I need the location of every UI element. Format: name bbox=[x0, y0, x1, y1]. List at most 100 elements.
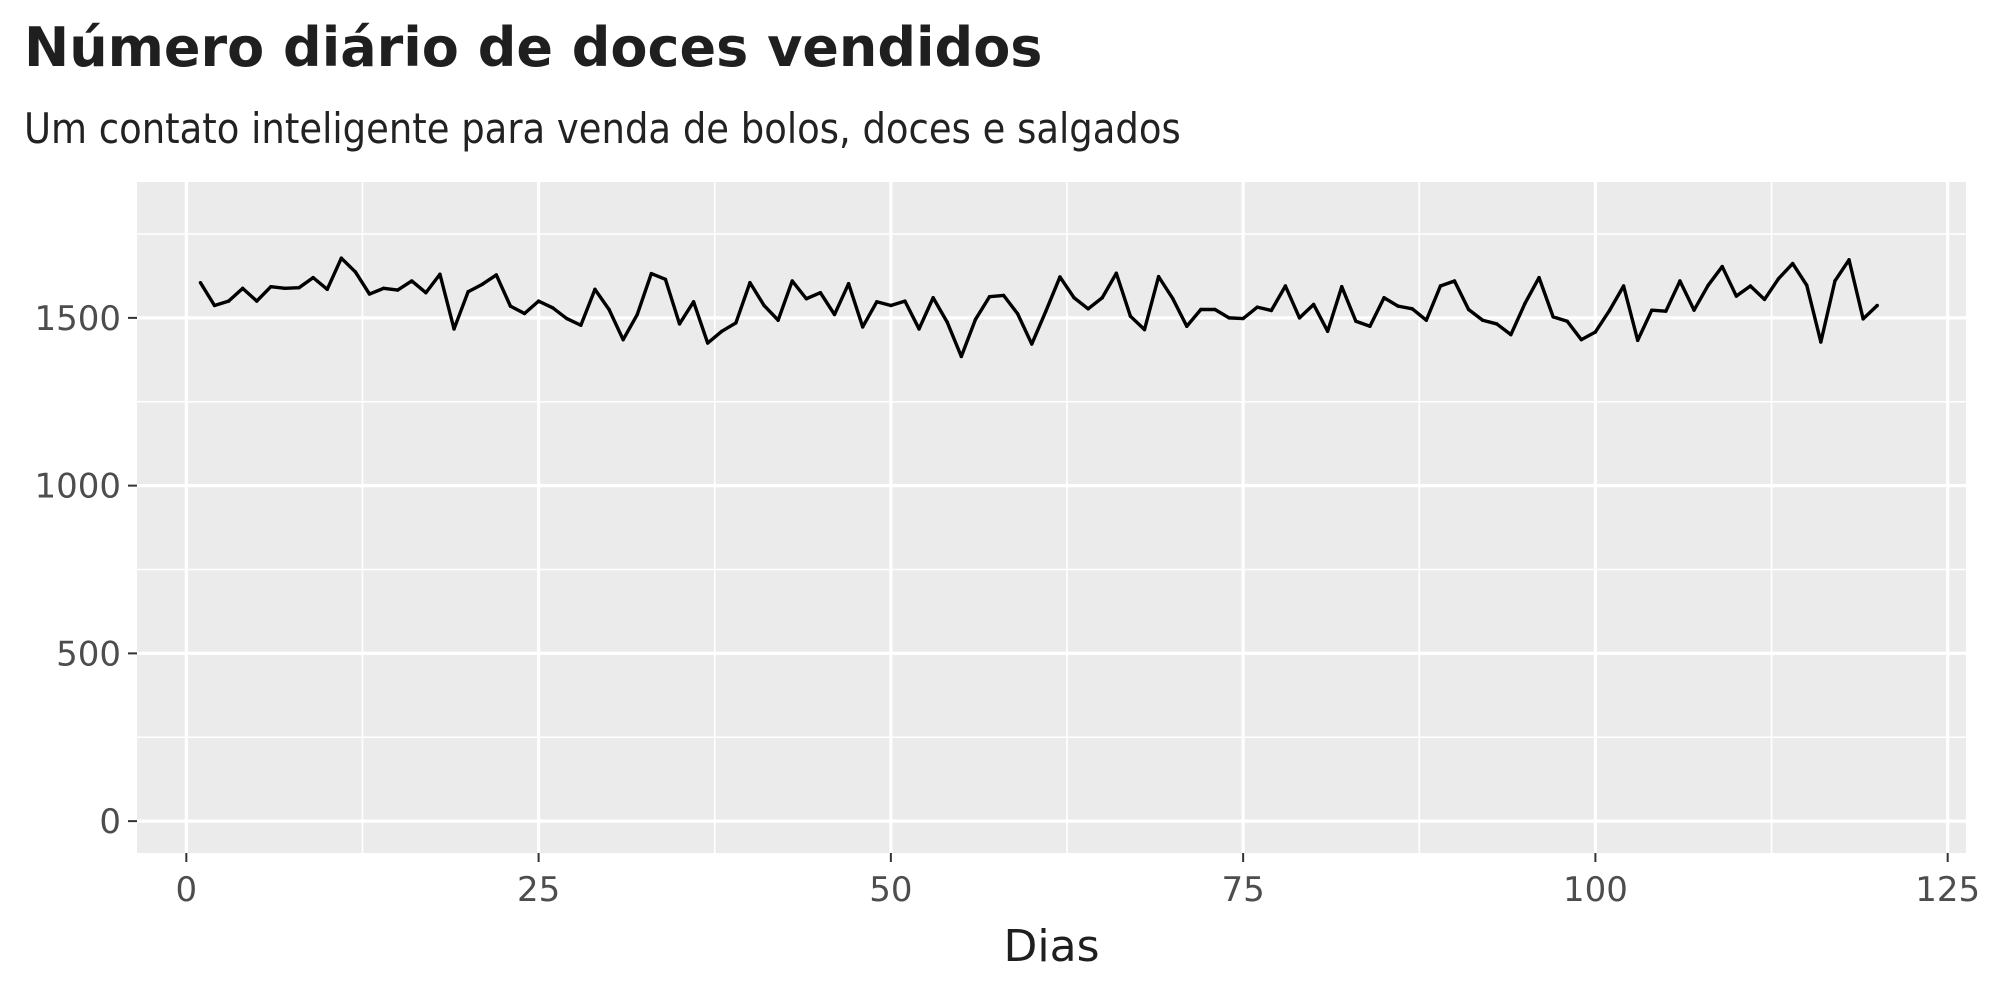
data-points bbox=[198, 256, 1879, 359]
minor-grid-lines bbox=[137, 182, 1966, 853]
y-tick-label: 1500 bbox=[34, 299, 121, 339]
data-point bbox=[1593, 330, 1598, 334]
data-point bbox=[818, 291, 823, 295]
data-point bbox=[903, 299, 907, 303]
chart-subtitle: Um contato inteligente para venda de bol… bbox=[24, 104, 1181, 153]
chart-title: Número diário de doces vendidos bbox=[24, 16, 1043, 79]
data-point bbox=[1058, 275, 1062, 279]
data-point bbox=[198, 280, 203, 285]
data-point bbox=[1762, 297, 1767, 302]
data-point bbox=[635, 312, 639, 317]
data-point bbox=[762, 303, 766, 308]
data-point bbox=[1734, 294, 1739, 298]
data-point bbox=[734, 321, 738, 325]
data-point bbox=[494, 273, 499, 277]
data-point bbox=[1269, 308, 1274, 313]
data-point bbox=[452, 327, 456, 331]
data-point bbox=[339, 256, 344, 260]
x-tick-label: 100 bbox=[1563, 870, 1628, 910]
data-point bbox=[255, 299, 259, 303]
data-point bbox=[1466, 307, 1471, 312]
data-point bbox=[1368, 324, 1372, 328]
data-point bbox=[1565, 319, 1569, 323]
data-point bbox=[536, 299, 541, 303]
x-tick-label: 0 bbox=[175, 870, 197, 910]
data-point bbox=[1875, 303, 1879, 308]
data-point bbox=[1847, 258, 1851, 262]
data-point bbox=[1015, 312, 1020, 316]
data-point bbox=[579, 323, 583, 327]
data-point bbox=[424, 291, 428, 295]
data-point bbox=[395, 288, 400, 292]
data-point bbox=[804, 297, 809, 301]
data-point bbox=[663, 277, 668, 281]
data-point bbox=[367, 292, 372, 296]
data-point bbox=[832, 312, 837, 317]
data-point bbox=[1227, 316, 1231, 320]
x-tick-label: 50 bbox=[869, 870, 912, 910]
data-point bbox=[1086, 307, 1090, 311]
data-point bbox=[1509, 332, 1513, 337]
data-point bbox=[1382, 296, 1386, 300]
data-point bbox=[987, 295, 992, 299]
data-point bbox=[691, 300, 696, 304]
data-point bbox=[1706, 283, 1710, 288]
data-point bbox=[1495, 322, 1499, 326]
data-point bbox=[1551, 315, 1555, 319]
data-point bbox=[269, 284, 273, 289]
y-tick-label: 0 bbox=[99, 802, 121, 842]
data-point bbox=[1255, 305, 1259, 309]
data-point bbox=[1297, 316, 1302, 320]
data-point bbox=[1128, 314, 1133, 318]
y-axis: 0 500 1000 1500 bbox=[34, 299, 137, 842]
data-point bbox=[790, 279, 794, 283]
data-point bbox=[508, 304, 513, 308]
data-point bbox=[1396, 304, 1400, 308]
data-point bbox=[1114, 271, 1119, 275]
data-point bbox=[1170, 296, 1175, 301]
x-axis-title: Dias bbox=[1004, 921, 1100, 972]
data-point bbox=[1424, 318, 1429, 322]
data-point bbox=[1325, 329, 1330, 333]
series-line bbox=[198, 256, 1879, 359]
data-point bbox=[1692, 308, 1696, 312]
data-point bbox=[212, 303, 217, 308]
data-point bbox=[550, 306, 555, 310]
data-point bbox=[889, 303, 893, 308]
data-point bbox=[846, 281, 851, 286]
data-point bbox=[607, 307, 611, 312]
data-point bbox=[226, 299, 231, 303]
data-point bbox=[1100, 296, 1104, 300]
data-point bbox=[720, 329, 724, 333]
data-point bbox=[1030, 342, 1034, 346]
data-point bbox=[1452, 279, 1457, 283]
data-point bbox=[1579, 337, 1584, 342]
data-point bbox=[1805, 283, 1809, 288]
data-point bbox=[1340, 284, 1344, 289]
data-point bbox=[875, 300, 879, 304]
data-point bbox=[1213, 307, 1217, 312]
data-point bbox=[1241, 316, 1245, 321]
data-point bbox=[959, 354, 964, 359]
data-point bbox=[1790, 261, 1795, 266]
data-point bbox=[1044, 309, 1048, 313]
data-point bbox=[353, 270, 358, 274]
y-tick-label: 500 bbox=[56, 634, 121, 674]
data-point bbox=[1748, 284, 1753, 288]
data-point bbox=[1199, 307, 1203, 312]
data-point bbox=[860, 325, 865, 329]
data-point bbox=[931, 296, 935, 300]
data-point bbox=[1480, 318, 1485, 322]
data-point bbox=[1861, 317, 1865, 321]
data-point bbox=[466, 290, 470, 294]
data-point bbox=[325, 287, 329, 292]
data-point bbox=[1720, 264, 1724, 269]
data-point bbox=[945, 320, 949, 324]
x-tick-label: 125 bbox=[1915, 870, 1980, 910]
data-point bbox=[522, 311, 527, 316]
major-grid-lines bbox=[137, 182, 1966, 853]
data-point bbox=[1833, 279, 1837, 283]
x-tick-label: 75 bbox=[1222, 870, 1265, 910]
data-point bbox=[1001, 293, 1006, 298]
data-point bbox=[1635, 338, 1640, 343]
